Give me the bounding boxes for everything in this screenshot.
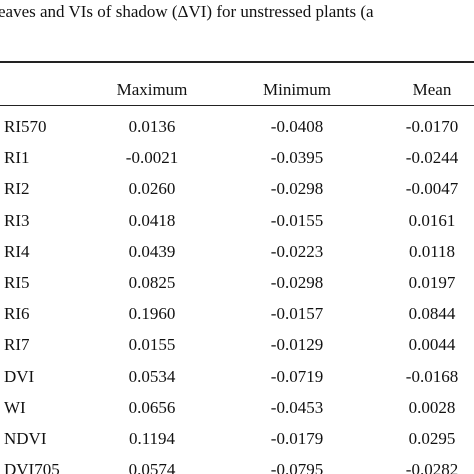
- row-label: WI: [4, 397, 26, 417]
- cell: -0.0719: [270, 366, 324, 386]
- cell: 0.0155: [128, 335, 176, 355]
- cell: 0.0028: [408, 397, 456, 417]
- row-label: RI3: [4, 210, 30, 230]
- column-header: Mean: [412, 80, 452, 99]
- cell: -0.0298: [270, 273, 324, 292]
- caption: eaves and VIs of shadow (ΔVI) for unstre…: [0, 2, 374, 21]
- row-label: RI4: [4, 241, 30, 261]
- cell: 0.0197: [408, 273, 456, 292]
- cell: -0.0282: [405, 460, 459, 474]
- cell: -0.0244: [405, 148, 459, 168]
- cell: 0.0418: [128, 210, 176, 230]
- row-label: RI7: [4, 335, 30, 355]
- cell: -0.0155: [270, 210, 324, 230]
- row-label: DVI: [4, 366, 35, 386]
- cell: -0.0223: [270, 241, 324, 261]
- row-label: RI1: [4, 148, 30, 168]
- cell: 0.0534: [128, 366, 176, 386]
- cell: -0.0298: [270, 179, 324, 199]
- cell: 0.0044: [408, 335, 456, 355]
- column-header: Maximum: [116, 80, 188, 99]
- cell: -0.0408: [270, 117, 324, 136]
- row-label: NDVI: [4, 429, 47, 448]
- cell: 0.0118: [408, 241, 456, 261]
- cell: -0.0021: [125, 148, 179, 168]
- top-rule: [0, 61, 474, 63]
- cell: -0.0179: [270, 429, 324, 448]
- cell: 0.0656: [128, 397, 176, 417]
- column-header: Minimum: [262, 80, 331, 99]
- cell: 0.0825: [128, 273, 176, 292]
- cell: 0.0439: [128, 241, 176, 261]
- header-rule: [0, 105, 474, 106]
- cell: -0.0168: [405, 366, 459, 386]
- cell: 0.1960: [128, 304, 176, 324]
- row-label: DVI705: [4, 460, 60, 474]
- cell: -0.0453: [270, 397, 324, 417]
- row-label: RI570: [4, 117, 47, 136]
- cell: 0.0136: [128, 117, 176, 136]
- cell: -0.0129: [270, 335, 324, 355]
- row-label: RI5: [4, 273, 30, 292]
- row-label: RI2: [4, 179, 30, 199]
- cell: -0.0395: [270, 148, 324, 168]
- cell: 0.1194: [128, 429, 176, 448]
- cell: 0.0295: [408, 429, 456, 448]
- cell: -0.0170: [405, 117, 459, 136]
- cell: -0.0795: [270, 460, 324, 474]
- cell: -0.0047: [405, 179, 459, 199]
- cell: 0.0260: [128, 179, 176, 199]
- row-label: RI6: [4, 304, 30, 324]
- cell: 0.0574: [128, 460, 176, 474]
- cell: 0.0844: [408, 304, 456, 324]
- cell: -0.0157: [270, 304, 324, 324]
- cell: 0.0161: [408, 210, 456, 230]
